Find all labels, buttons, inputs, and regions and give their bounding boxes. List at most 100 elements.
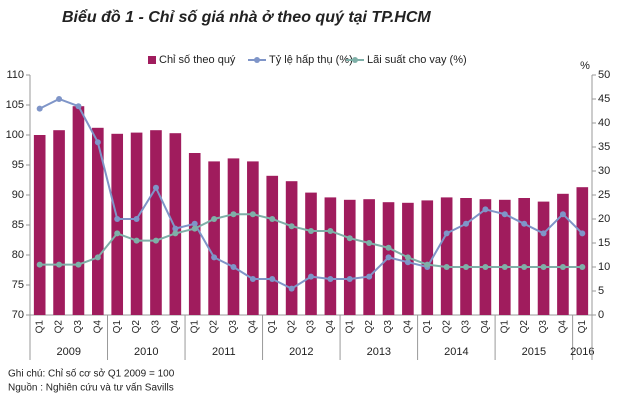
- bar: [557, 193, 569, 315]
- marker: [308, 273, 314, 280]
- x-tick-label: Q2: [364, 320, 375, 334]
- marker: [327, 228, 334, 234]
- x-tick-label: Q1: [577, 320, 588, 334]
- bar: [518, 198, 530, 315]
- x-tick-label: Q1: [34, 320, 45, 334]
- x-tick-label: Q4: [325, 320, 336, 334]
- marker: [152, 237, 159, 244]
- marker: [269, 276, 276, 282]
- y-tick-label: 110: [6, 69, 24, 81]
- bar: [150, 130, 162, 315]
- marker: [559, 211, 566, 218]
- x-tick-label: Q4: [92, 320, 103, 334]
- bar: [305, 192, 317, 315]
- marker: [366, 240, 373, 246]
- marker: [404, 259, 411, 266]
- x-tick-label: Q4: [170, 320, 181, 334]
- marker: [366, 273, 373, 280]
- bar: [266, 175, 279, 315]
- marker: [521, 264, 528, 270]
- x-tick-label: Q4: [480, 320, 491, 334]
- x-tick-label: Q1: [267, 320, 278, 334]
- x-tick-label: Q1: [499, 320, 510, 334]
- bar: [576, 187, 589, 315]
- x-tick-label: Q1: [189, 320, 200, 334]
- marker: [385, 244, 392, 251]
- marker: [463, 220, 470, 227]
- marker: [288, 285, 295, 292]
- marker: [94, 254, 101, 261]
- legend-label: Chỉ số theo quý: [159, 54, 236, 66]
- marker: [191, 220, 198, 227]
- marker: [114, 230, 121, 237]
- x-tick-label: Q4: [558, 320, 569, 334]
- marker: [443, 230, 450, 237]
- y-tick-label: 80: [12, 249, 24, 261]
- y2-tick-label: 5: [598, 285, 604, 297]
- x-tick-label: Q2: [131, 320, 142, 334]
- marker: [249, 276, 256, 282]
- x-tick-label: Q3: [306, 320, 317, 334]
- marker: [211, 254, 218, 261]
- x-tick-label: Q2: [286, 320, 297, 334]
- marker: [75, 103, 82, 110]
- legend-swatch: [254, 57, 260, 63]
- bar: [72, 106, 85, 315]
- marker: [230, 264, 237, 270]
- bar: [363, 199, 375, 315]
- marker: [133, 216, 140, 222]
- y-tick-label: 90: [12, 189, 24, 201]
- marker: [288, 223, 295, 230]
- marker: [152, 184, 159, 191]
- x-tick-label: Q3: [461, 320, 472, 334]
- y-tick-label: 105: [6, 99, 24, 111]
- y2-tick-label: 35: [598, 141, 610, 153]
- marker: [579, 230, 586, 237]
- bar: [440, 197, 453, 315]
- bar: [285, 181, 298, 315]
- y-tick-label: 95: [12, 159, 24, 171]
- marker: [521, 220, 528, 227]
- y2-tick-label: 50: [598, 69, 610, 81]
- chart-title: Biểu đồ 1 - Chỉ số giá nhà ở theo quý tạ…: [62, 8, 431, 26]
- bar: [479, 199, 492, 315]
- marker: [501, 264, 508, 270]
- marker: [114, 216, 121, 222]
- marker: [308, 228, 314, 234]
- bar: [460, 198, 472, 315]
- x-tick-label: Q3: [538, 320, 549, 334]
- x-tick-label: Q2: [54, 320, 65, 334]
- year-label: 2016: [570, 346, 594, 358]
- marker: [540, 230, 547, 237]
- x-tick-label: Q3: [383, 320, 394, 334]
- bar: [208, 161, 220, 315]
- legend-swatch: [352, 57, 358, 63]
- year-label: 2015: [522, 346, 546, 358]
- bar: [33, 135, 46, 315]
- year-label: 2014: [444, 346, 468, 358]
- y2-tick-label: 0: [598, 309, 604, 321]
- marker: [249, 211, 256, 218]
- marker: [56, 96, 63, 102]
- bar: [53, 130, 65, 315]
- marker: [482, 206, 489, 213]
- bar: [498, 199, 511, 315]
- bar: [130, 132, 143, 315]
- x-tick-label: Q3: [228, 320, 239, 334]
- y2-axis-label: %: [580, 60, 590, 72]
- bar: [227, 158, 240, 315]
- bar: [421, 200, 434, 315]
- x-tick-label: Q2: [209, 320, 220, 334]
- x-tick-label: Q1: [344, 320, 355, 334]
- marker: [443, 264, 450, 270]
- bar: [537, 201, 550, 315]
- x-tick-label: Q3: [151, 320, 162, 334]
- marker: [133, 237, 140, 244]
- marker: [211, 216, 218, 222]
- y-tick-label: 100: [6, 129, 24, 141]
- marker: [36, 105, 43, 112]
- year-label: 2013: [367, 346, 391, 358]
- y2-tick-label: 20: [598, 213, 610, 225]
- marker: [482, 264, 489, 270]
- y2-tick-label: 10: [598, 261, 610, 273]
